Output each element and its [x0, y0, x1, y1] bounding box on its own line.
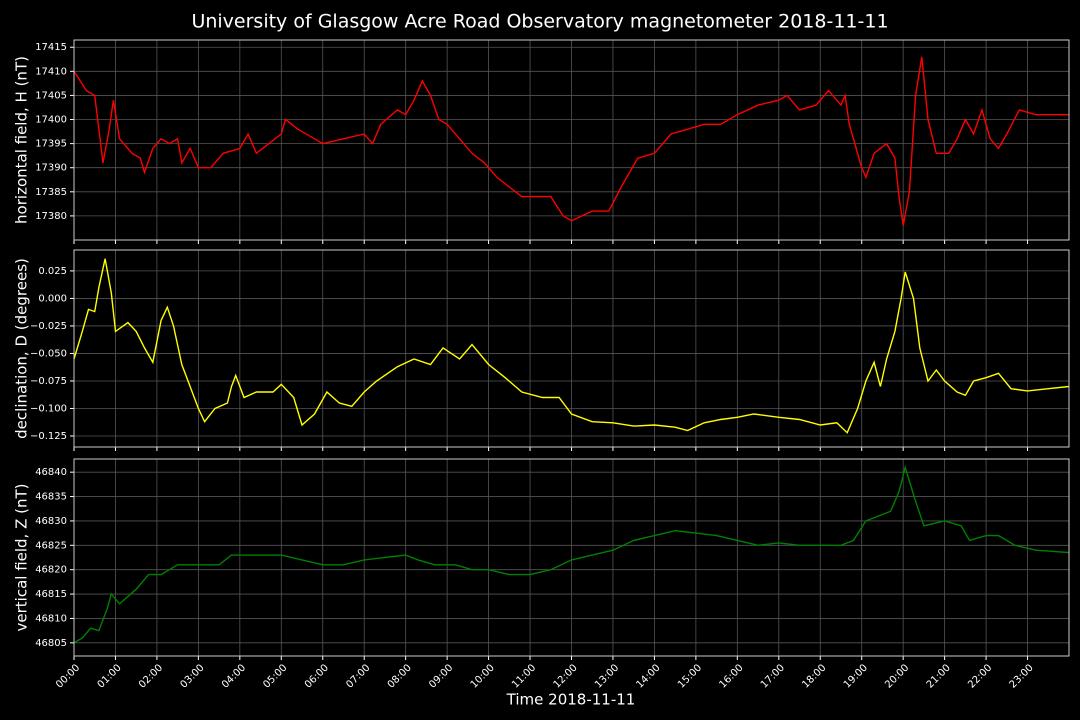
y-tick-label: 46810: [35, 613, 67, 624]
y-tick-label: −0.125: [30, 431, 67, 442]
x-tick-label: 17:00: [759, 662, 787, 690]
x-tick-label: 05:00: [261, 662, 289, 690]
x-tick-label: 11:00: [510, 662, 538, 690]
x-tick-label: 04:00: [220, 662, 248, 690]
x-tick-label: 21:00: [925, 662, 953, 690]
y-tick-label: 17410: [35, 66, 67, 77]
x-tick-label: 19:00: [842, 662, 870, 690]
y-tick-label: 17395: [35, 139, 67, 150]
y-tick-label: −0.050: [30, 348, 67, 359]
y-tick-label: 46825: [35, 540, 67, 551]
x-tick-label: 15:00: [676, 662, 704, 690]
x-tick-label: 16:00: [717, 662, 745, 690]
y-tick-label: 0.000: [38, 293, 67, 304]
y-tick-label: 17400: [35, 115, 67, 126]
x-tick-label: 03:00: [178, 662, 206, 690]
y-tick-label: 46840: [35, 467, 67, 478]
x-tick-label: 14:00: [634, 662, 662, 690]
y-tick-label: 17385: [35, 187, 67, 198]
x-tick-label: 06:00: [303, 662, 331, 690]
y-tick-label: 46815: [35, 589, 67, 600]
y-tick-label: 46835: [35, 492, 67, 503]
y-tick-label: 46830: [35, 516, 67, 527]
x-tick-label: 13:00: [593, 662, 621, 690]
y-tick-label: −0.100: [30, 403, 67, 414]
y-axis-label: horizontal field, H (nT): [13, 56, 31, 224]
y-tick-label: 17390: [35, 163, 67, 174]
x-axis-label: Time 2018-11-11: [506, 691, 636, 709]
x-tick-label: 00:00: [54, 662, 82, 690]
data-line: [73, 56, 1069, 226]
x-tick-label: 23:00: [1008, 662, 1036, 690]
plot-frame: [73, 39, 1070, 241]
y-axis-label: declination, D (degrees): [13, 258, 31, 439]
x-tick-label: 10:00: [469, 662, 497, 690]
x-tick-label: 07:00: [344, 662, 372, 690]
x-tick-label: 02:00: [137, 662, 165, 690]
chart-title: University of Glasgow Acre Road Observat…: [191, 11, 888, 33]
y-tick-label: −0.025: [30, 321, 67, 332]
x-tick-label: 01:00: [96, 662, 124, 690]
x-tick-label: 20:00: [883, 662, 911, 690]
x-tick-label: 18:00: [800, 662, 828, 690]
x-tick-label: 08:00: [386, 662, 414, 690]
data-line: [73, 258, 1070, 434]
y-tick-label: 17380: [35, 211, 67, 222]
y-axis-label: vertical field, Z (nT): [13, 483, 31, 631]
y-tick-label: −0.075: [30, 376, 67, 387]
x-tick-label: 12:00: [552, 662, 580, 690]
y-tick-label: 17405: [35, 90, 67, 101]
y-tick-label: 46805: [35, 638, 67, 649]
data-line: [73, 464, 1070, 644]
plot-frame: [73, 458, 1070, 657]
y-tick-label: 17415: [35, 42, 67, 53]
x-tick-label: 09:00: [427, 662, 455, 690]
x-tick-label: 22:00: [966, 662, 994, 690]
y-tick-label: 0.025: [38, 266, 67, 277]
plot-frame: [73, 249, 1070, 448]
y-tick-label: 46820: [35, 565, 67, 576]
